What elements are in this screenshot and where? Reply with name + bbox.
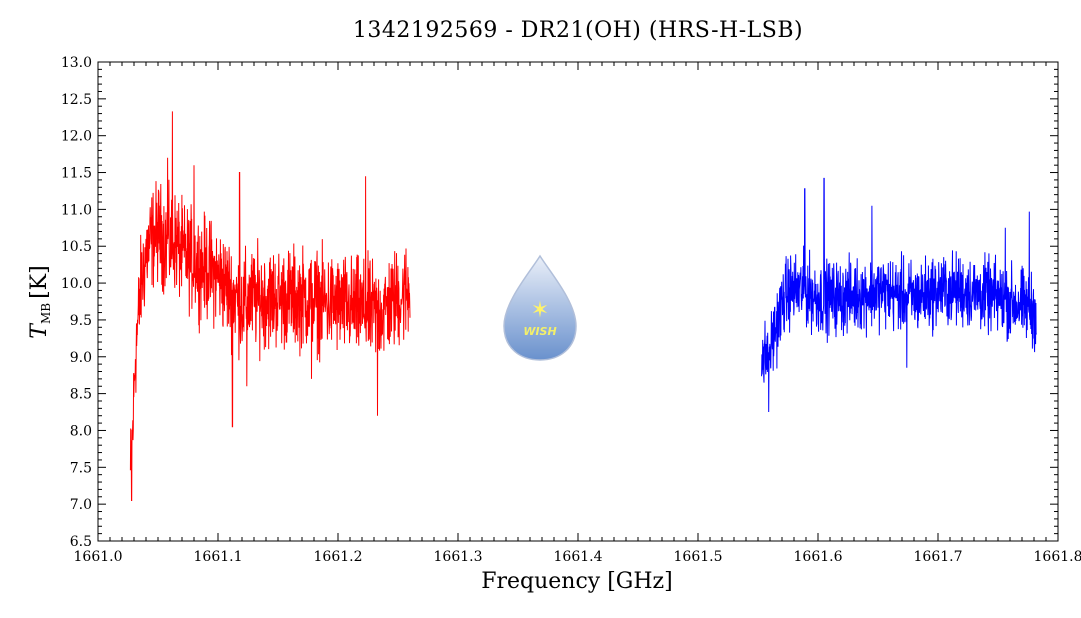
x-tick-label: 1661.1 bbox=[194, 549, 243, 565]
y-tick-label: 7.0 bbox=[70, 497, 92, 513]
y-tick-label: 11.0 bbox=[61, 202, 92, 218]
x-axis-label: Frequency [GHz] bbox=[481, 569, 673, 594]
y-tick-label: 8.5 bbox=[70, 387, 92, 403]
y-tick-label: 12.0 bbox=[61, 129, 92, 145]
y-tick-label: 10.5 bbox=[61, 239, 92, 255]
y-tick-label: 8.0 bbox=[70, 423, 92, 439]
x-tick-label: 1661.7 bbox=[914, 549, 963, 565]
x-tick-labels: 1661.0 1661.1 1661.2 1661.3 1661.4 1661.5 1661… bbox=[74, 549, 1081, 565]
wish-logo-text: WISH bbox=[523, 325, 556, 338]
y-axis-label-main: T bbox=[27, 322, 52, 339]
chart-title: 1342192569 - DR21(OH) (HRS-H-LSB) bbox=[352, 18, 804, 43]
x-tick-label: 1661.3 bbox=[434, 549, 483, 565]
y-tick-labels: 6.5 7.0 7.5 8.0 8.5 9.0 9.5 10.0 10.5 11.0 11.5 12.… bbox=[61, 55, 92, 550]
spectra bbox=[129, 111, 1037, 501]
y-axis-label: TMB [K] bbox=[27, 265, 53, 338]
x-tick-label: 1661.4 bbox=[554, 549, 603, 565]
y-tick-label: 9.5 bbox=[70, 313, 92, 329]
axis-ticks bbox=[97, 61, 1059, 542]
y-axis-label-sub: MB bbox=[39, 303, 53, 324]
wish-logo: ✶ WISH bbox=[503, 254, 577, 361]
y-tick-label: 7.5 bbox=[70, 460, 92, 476]
y-tick-label: 13.0 bbox=[61, 55, 92, 71]
y-tick-label: 10.0 bbox=[61, 276, 92, 292]
y-tick-label: 6.5 bbox=[70, 534, 92, 550]
star-icon: ✶ bbox=[531, 298, 549, 323]
spectrum-series-2 bbox=[761, 177, 1037, 413]
y-tick-label: 12.5 bbox=[61, 92, 92, 108]
x-tick-label: 1661.0 bbox=[74, 549, 123, 565]
drop-shape bbox=[503, 254, 577, 361]
x-tick-label: 1661.2 bbox=[314, 549, 363, 565]
y-axis-label-unit: [K] bbox=[27, 265, 52, 299]
y-tick-label: 11.5 bbox=[61, 166, 92, 182]
x-tick-label: 1661.5 bbox=[674, 549, 723, 565]
spectrum-series-1 bbox=[129, 111, 411, 501]
x-tick-label: 1661.8 bbox=[1034, 549, 1081, 565]
y-tick-label: 9.0 bbox=[70, 350, 92, 366]
x-tick-label: 1661.6 bbox=[794, 549, 843, 565]
svg-text:TMB[K]: TMB [K] bbox=[27, 265, 53, 338]
